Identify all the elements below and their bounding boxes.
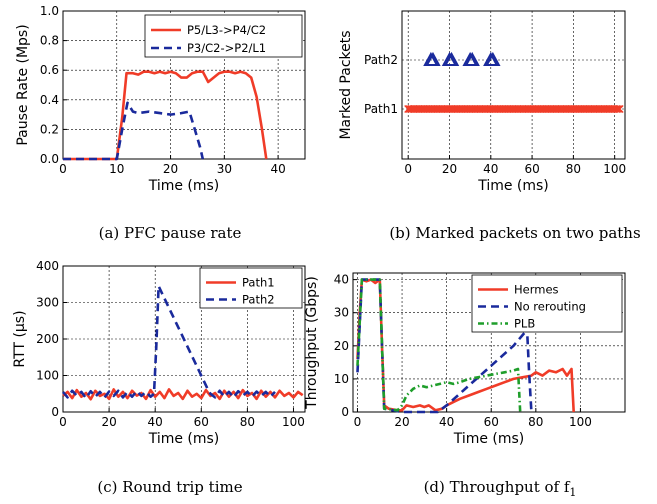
x-tick-label: 80 [240, 415, 255, 429]
panel-a-pfc-pause-rate: 0 10 20 30 40 0.0 0.2 0.4 0.6 0.8 1.0 Time (ms) Paus… [15, 4, 306, 242]
x-axis-label: Time (ms) [148, 178, 220, 194]
y-tick-label: 0.4 [40, 93, 59, 107]
caption-text: (d) Throughput of f [424, 478, 571, 496]
legend-label: PLB [514, 317, 535, 331]
x-tick-label: 20 [442, 162, 457, 176]
legend-label: Hermes [514, 283, 559, 297]
y-tick-label: 0.6 [40, 63, 59, 77]
x-tick-label: 20 [101, 415, 116, 429]
x-tick-label: 60 [484, 415, 499, 429]
y-tick-label: 0.8 [40, 34, 59, 48]
y-category-label: Path1 [364, 102, 398, 116]
y-tick-label: 300 [36, 296, 59, 310]
x-tick-label: 40 [148, 415, 163, 429]
y-tick-label: 1.0 [40, 4, 59, 18]
y-axis-label: Throughput (Gbps) [304, 276, 320, 410]
x-tick-label: 80 [528, 415, 543, 429]
x-tick-label: 100 [282, 415, 305, 429]
y-tick-label: 30 [334, 306, 349, 320]
panel-caption: (c) Round trip time [97, 478, 242, 496]
x-tick-label: 40 [270, 162, 285, 176]
x-tick-label: 40 [439, 415, 454, 429]
x-axis-label: Time (ms) [453, 431, 525, 447]
legend-label: Path1 [242, 276, 275, 290]
y-axis-label: Marked Packets [338, 30, 354, 139]
y-tick-label: 400 [36, 259, 59, 273]
series-line-path2 [62, 284, 276, 400]
y-tick-label: 0 [51, 405, 59, 419]
x-tick-label: 0 [354, 415, 362, 429]
panel-caption: (a) PFC pause rate [99, 224, 242, 242]
series-line-p3-c2-p2-l1 [63, 101, 205, 161]
legend-label: Path2 [242, 293, 275, 307]
x-tick-label: 20 [163, 162, 178, 176]
series-line-plb [356, 278, 522, 413]
x-tick-label: 60 [524, 162, 539, 176]
x-axis-label: Time (ms) [148, 431, 220, 447]
y-tick-label: 10 [334, 372, 349, 386]
x-tick-label: 40 [483, 162, 498, 176]
x-tick-label: 0 [404, 162, 412, 176]
y-tick-label: 0.2 [40, 122, 59, 136]
marker-path2 [443, 51, 460, 66]
panel-d-throughput: 0 20 40 60 80 100 0 10 20 30 40 Time (ms) Throughput… [304, 272, 626, 499]
series-line-p5-l3-p4-c2 [63, 70, 268, 161]
panel-c-round-trip-time: 0 20 40 60 80 100 0 100 200 300 400 Time (ms) RTT (µ… [12, 259, 306, 496]
marker-path2 [464, 51, 480, 66]
series-line-no-rerouting [356, 278, 533, 414]
panel-caption: (b) Marked packets on two paths [389, 224, 640, 242]
x-tick-label: 10 [109, 162, 124, 176]
panel-b-marked-packets: 0 20 40 60 80 100 Path1 Path2 Time (ms) Marked Pa… [338, 10, 641, 242]
y-tick-label: 100 [36, 369, 59, 383]
x-tick-label: 60 [194, 415, 209, 429]
marker-path1 [615, 105, 624, 113]
x-tick-label: 30 [217, 162, 232, 176]
legend-label: P5/L3->P4/C2 [187, 23, 266, 37]
caption-subscript: 1 [569, 486, 576, 499]
y-tick-label: 0.0 [40, 152, 59, 166]
legend-label: P3/C2->P2/L1 [187, 41, 266, 55]
x-axis-label: Time (ms) [477, 178, 549, 194]
legend-box [144, 14, 303, 58]
series-line-path1 [62, 388, 304, 401]
y-tick-label: 0 [341, 405, 349, 419]
y-category-label: Path2 [364, 53, 398, 67]
marker-path1 [612, 105, 621, 113]
x-tick-label: 80 [566, 162, 581, 176]
plot-frame [401, 10, 626, 160]
y-tick-label: 40 [334, 273, 349, 287]
marker-path1 [613, 105, 622, 113]
marker-path2 [425, 51, 441, 66]
legend-label: No rerouting [514, 300, 586, 314]
x-tick-label: 20 [394, 415, 409, 429]
marker-path2 [485, 51, 501, 66]
x-tick-label: 0 [59, 162, 67, 176]
y-tick-label: 20 [334, 339, 349, 353]
x-tick-label: 100 [569, 415, 592, 429]
legend-box [199, 267, 303, 309]
y-tick-label: 200 [36, 332, 59, 346]
plot-frame [352, 272, 626, 413]
plot-frame [62, 265, 306, 413]
x-tick-label: 100 [603, 162, 626, 176]
y-axis-label: Pause Rate (Mps) [15, 24, 31, 145]
y-axis-label: RTT (µs) [12, 310, 28, 367]
plot-frame [62, 10, 306, 160]
x-tick-label: 0 [59, 415, 67, 429]
panel-caption: (d) Throughput of f1 [424, 478, 577, 499]
